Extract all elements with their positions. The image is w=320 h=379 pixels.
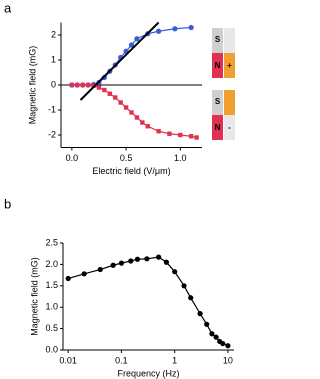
x-tick-label: 0.01 <box>59 355 77 365</box>
x-tick-label: 10 <box>223 355 233 365</box>
data-point <box>220 340 226 347</box>
y-tick-label: 1.5 <box>45 280 58 290</box>
magnet-pole <box>224 90 235 115</box>
x-tick-label: 1.0 <box>174 153 187 163</box>
y-axis-title: Magnetic field (mG) <box>27 46 37 125</box>
magnet-pole <box>212 115 223 140</box>
y-tick-label: 2 <box>51 29 56 39</box>
data-point <box>156 129 161 134</box>
data-point <box>194 135 199 140</box>
magnet-label: S <box>215 97 221 106</box>
y-tick-label: 0 <box>51 79 56 89</box>
y-tick-label: 0.5 <box>45 323 58 333</box>
data-point <box>209 331 215 337</box>
data-point <box>188 295 194 301</box>
magnet-pole <box>224 53 235 78</box>
data-point <box>188 134 194 139</box>
data-point <box>172 26 178 32</box>
data-point <box>134 115 140 120</box>
panel-label: a <box>4 0 12 15</box>
y-tick-label: 2.0 <box>45 259 58 269</box>
magnet: S N + <box>212 28 235 78</box>
magnet-label: + <box>227 61 232 70</box>
data-point <box>123 105 129 110</box>
y-tick-label: 2.5 <box>45 237 58 247</box>
y-tick-label: 0.0 <box>45 344 58 354</box>
data-point <box>134 36 140 42</box>
data-point <box>129 110 134 115</box>
data-point <box>163 259 170 265</box>
data-point <box>80 82 85 88</box>
data-point <box>65 275 71 282</box>
data-point <box>197 311 203 317</box>
data-point <box>140 120 145 125</box>
series-line <box>71 26 192 86</box>
data-point <box>156 28 162 34</box>
data-point <box>145 124 150 129</box>
x-axis-title: Electric field (V/μm) <box>92 166 170 176</box>
y-tick-label: 1 <box>51 54 56 64</box>
x-tick-label: 0.1 <box>115 355 128 365</box>
data-point <box>156 254 162 260</box>
data-point <box>134 256 141 262</box>
x-axis-title: Frequency (Hz) <box>117 368 179 378</box>
data-point <box>75 82 80 88</box>
data-point <box>96 85 102 90</box>
data-point <box>181 283 187 289</box>
series-line <box>79 21 160 101</box>
data-point <box>107 91 113 96</box>
data-point <box>85 82 91 88</box>
y-axis-title: Magnetic field (mG) <box>29 257 39 336</box>
magnet-label: - <box>228 123 231 132</box>
x-tick-label: 0.0 <box>66 153 79 163</box>
magnet-pole <box>212 90 223 115</box>
data-point <box>128 42 135 48</box>
panel-label: b <box>4 196 11 211</box>
magnet-label: N <box>215 61 221 70</box>
x-tick-label: 1 <box>172 355 177 365</box>
data-point <box>213 334 219 340</box>
y-tick-label: 1.0 <box>45 302 58 312</box>
magnet-pole <box>224 28 235 53</box>
data-point <box>225 343 231 349</box>
data-point <box>118 260 125 266</box>
magnet-pole <box>224 115 235 140</box>
data-point <box>188 24 194 31</box>
data-point <box>128 258 134 264</box>
series-line <box>67 256 229 347</box>
data-point <box>102 87 107 93</box>
data-point <box>81 271 87 277</box>
magnet: S N - <box>212 90 235 140</box>
data-point <box>144 256 150 262</box>
magnet-label: N <box>215 123 221 132</box>
x-tick-label: 0.5 <box>120 153 133 163</box>
data-point <box>172 269 178 275</box>
y-tick-label: -2 <box>48 129 56 139</box>
data-point <box>69 82 75 88</box>
data-point <box>204 321 210 327</box>
data-point <box>97 266 103 273</box>
magnet-pole <box>212 28 223 53</box>
data-point <box>113 95 118 100</box>
magnet-label: S <box>215 35 221 44</box>
magnet-pole <box>212 53 223 78</box>
data-point <box>167 131 172 136</box>
data-point <box>110 262 116 268</box>
data-point <box>178 132 183 138</box>
series-line <box>71 84 197 139</box>
data-point <box>118 100 123 105</box>
y-tick-label: -1 <box>48 104 56 114</box>
